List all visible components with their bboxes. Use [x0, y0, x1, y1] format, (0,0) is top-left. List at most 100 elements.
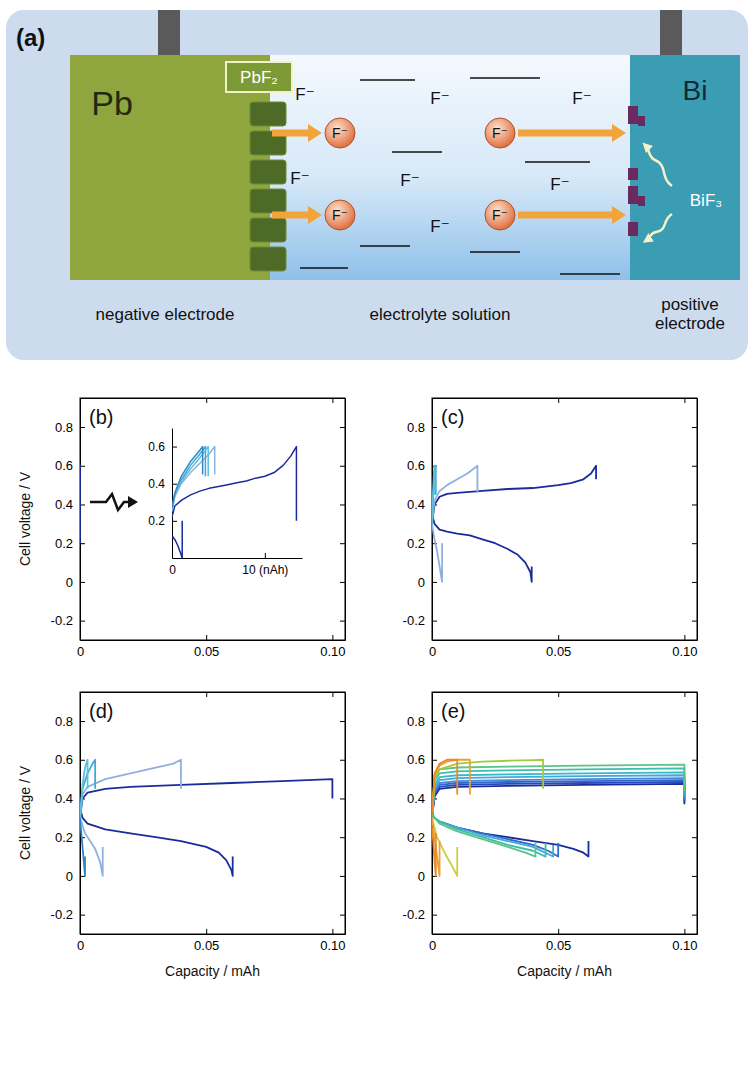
tick-label: 0 — [77, 644, 84, 659]
tick-mark — [172, 521, 177, 522]
tick-mark — [80, 543, 85, 544]
series-line — [172, 447, 203, 508]
solvent-dash — [525, 161, 590, 163]
tick-label: 0.2 — [148, 514, 165, 528]
product-arrow — [647, 214, 672, 240]
axis-bottom: 00.050.10 — [429, 635, 698, 659]
tick-label: 0 — [169, 563, 176, 577]
tick-label: 0.05 — [194, 644, 219, 659]
ion-arrow-head — [308, 124, 322, 142]
solvent-dash — [560, 273, 620, 275]
plot-lines — [432, 466, 596, 582]
tick-mark — [692, 876, 697, 877]
tick — [206, 398, 207, 403]
tick-mark — [692, 760, 697, 761]
tick-mark — [340, 504, 345, 505]
tick — [340, 721, 345, 722]
tick-mark — [692, 915, 697, 916]
tick-label: -0.2 — [51, 907, 73, 922]
diagram: PbF₂PbBiBiF₃F⁻F⁻F⁻F⁻F⁻F⁻F⁻F⁻F⁻F⁻F⁻(a)neg… — [6, 10, 748, 360]
tick — [332, 692, 333, 697]
tick — [692, 915, 697, 916]
panel-letter: (e) — [441, 700, 465, 722]
free-ion: F⁻ — [430, 217, 449, 236]
tick: 0.10 — [672, 635, 697, 659]
fluoride-deposit — [628, 168, 638, 180]
series-line — [432, 814, 558, 857]
tick — [206, 692, 207, 697]
tick — [692, 721, 697, 722]
tick — [692, 760, 697, 761]
tick: -0.2 — [403, 613, 437, 628]
tick-mark — [80, 398, 81, 403]
tick — [340, 543, 345, 544]
tick-mark — [692, 837, 697, 838]
tick-label: 0.6 — [55, 752, 73, 767]
tick-mark — [692, 466, 697, 467]
tick: 0.05 — [194, 929, 219, 953]
tick-mark — [332, 398, 333, 403]
fluoride-deposit — [638, 116, 645, 126]
inset-lines — [172, 447, 296, 558]
ion — [485, 200, 515, 230]
tick-mark — [332, 692, 333, 697]
tick — [340, 466, 345, 467]
axis-left: -0.200.20.40.60.8 — [51, 693, 85, 935]
tick-mark — [432, 721, 437, 722]
coating-label: PbF₂ — [240, 68, 278, 87]
plot-frame — [80, 398, 345, 640]
tick-mark — [692, 582, 697, 583]
series-line — [432, 466, 477, 524]
tick-label: 0.05 — [546, 938, 571, 953]
plot-frame — [432, 692, 697, 934]
tick: 0.8 — [55, 420, 85, 435]
tick — [432, 398, 433, 403]
series-line — [80, 818, 85, 876]
axis-right — [692, 693, 698, 935]
ion — [325, 118, 355, 148]
tick-label: 0.10 — [320, 644, 345, 659]
tick-label: -0.2 — [403, 907, 425, 922]
tick: 0 — [66, 869, 85, 884]
tick-mark — [206, 929, 207, 934]
series-line — [172, 521, 182, 558]
fluoride-deposit — [628, 106, 638, 124]
ion-label: F⁻ — [492, 125, 508, 141]
series-line — [432, 514, 532, 582]
tick-label: 0.8 — [407, 420, 425, 435]
axis-line — [173, 558, 303, 559]
series-line — [172, 447, 215, 512]
tick — [692, 504, 697, 505]
fluoride-deposit — [628, 186, 638, 204]
tick — [80, 692, 81, 697]
tick — [684, 692, 685, 697]
series-line — [432, 466, 596, 524]
tick — [340, 915, 345, 916]
series-line — [80, 760, 181, 818]
tick-mark — [340, 760, 345, 761]
tick-mark — [340, 798, 345, 799]
plot-frame — [432, 398, 697, 640]
tick-label: 0.2 — [407, 536, 425, 551]
axis-left: 0.20.40.6 — [148, 429, 177, 559]
axis-line — [81, 692, 346, 693]
series-line — [432, 814, 588, 857]
x-axis-title: Capacity / mAh — [165, 963, 260, 979]
fluoride-layer — [250, 189, 286, 213]
tick-mark — [80, 582, 85, 583]
tick: 0.10 — [320, 635, 345, 659]
axis-bottom: 00.050.10 — [77, 929, 346, 953]
solvent-dash — [470, 251, 520, 253]
ion-arrow — [272, 212, 312, 219]
tick-label: 0.4 — [55, 497, 73, 512]
tick-mark — [684, 635, 685, 640]
free-ion: F⁻ — [572, 89, 591, 108]
tick-label: 0 — [66, 869, 73, 884]
tick — [332, 398, 333, 403]
tick-mark — [80, 621, 85, 622]
series-line — [432, 466, 435, 524]
tick-mark — [340, 876, 345, 877]
tick-label: 0.6 — [148, 440, 165, 454]
tick-label: 0 — [429, 938, 436, 953]
tick-mark — [558, 692, 559, 697]
